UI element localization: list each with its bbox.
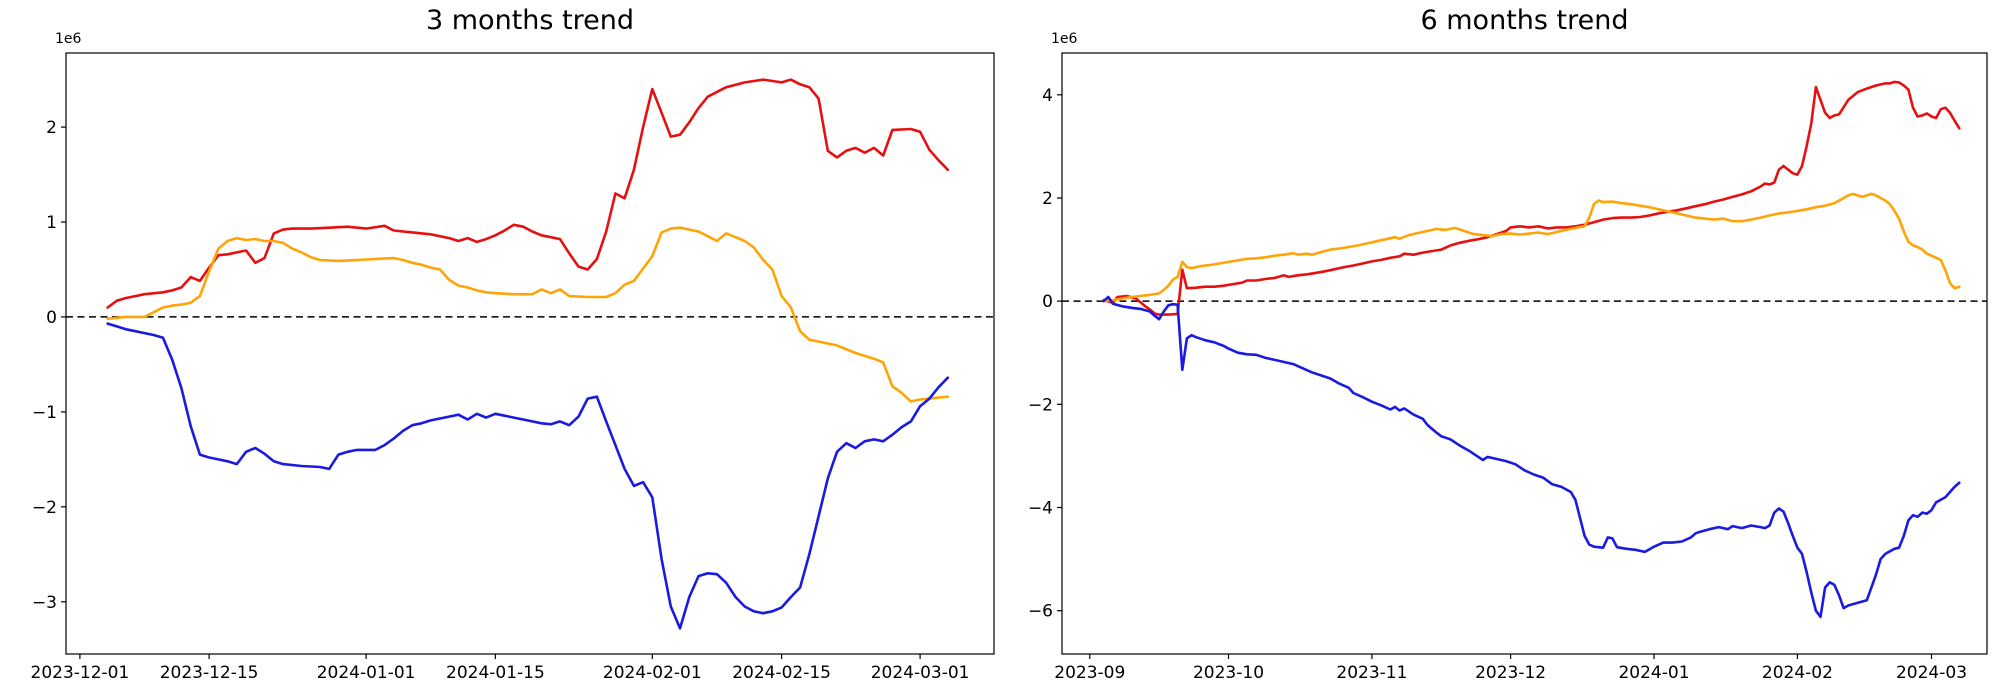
x-tick-label: 2024-01-15 <box>446 663 545 683</box>
y-tick-label: 0 <box>46 308 57 328</box>
x-tick-label: 2023-12 <box>1475 663 1546 683</box>
blue-series-line <box>1102 295 1961 619</box>
y-tick-label: −2 <box>32 498 57 518</box>
chart-title-6-months: 6 months trend <box>1420 5 1629 36</box>
x-tick-label: 2024-01-01 <box>317 663 416 683</box>
y-tick-label: −2 <box>1028 395 1053 415</box>
x-tick-label: 2023-09 <box>1054 663 1125 683</box>
x-tick-label: 2024-03 <box>1896 663 1967 683</box>
plot-border <box>1061 52 1988 655</box>
x-tick-label: 2024-01 <box>1618 663 1689 683</box>
orange-series-line <box>106 226 950 403</box>
y-tick-label: −3 <box>32 593 57 613</box>
y-axis-offset-label-right: 1e6 <box>1051 31 1078 47</box>
y-tick-label: 1 <box>46 213 57 233</box>
y-tick-label: −6 <box>1028 602 1053 622</box>
chart-title-3-months: 3 months trend <box>426 5 634 36</box>
x-tick-label: 2024-03-01 <box>871 663 970 683</box>
x-tick-label: 2024-02 <box>1762 663 1833 683</box>
x-tick-label: 2023-10 <box>1193 663 1264 683</box>
x-tick-label: 2024-02-01 <box>603 663 702 683</box>
y-tick-label: 2 <box>1042 189 1053 209</box>
orange-series-line <box>1102 192 1961 303</box>
red-series-line <box>1102 80 1961 316</box>
blue-series-line <box>106 322 950 630</box>
y-tick-label: −4 <box>1028 499 1053 519</box>
x-tick-label: 2024-02-15 <box>732 663 831 683</box>
y-axis-offset-label-left: 1e6 <box>55 31 82 47</box>
red-series-line <box>106 78 950 309</box>
x-tick-label: 2023-12-15 <box>160 663 259 683</box>
x-tick-label: 2023-12-01 <box>31 663 130 683</box>
plot-border <box>65 52 995 655</box>
x-tick-label: 2023-11 <box>1336 663 1407 683</box>
y-tick-label: 2 <box>46 118 57 138</box>
y-tick-label: 0 <box>1042 292 1053 312</box>
y-tick-label: 4 <box>1042 86 1053 106</box>
y-tick-label: −1 <box>32 403 57 423</box>
